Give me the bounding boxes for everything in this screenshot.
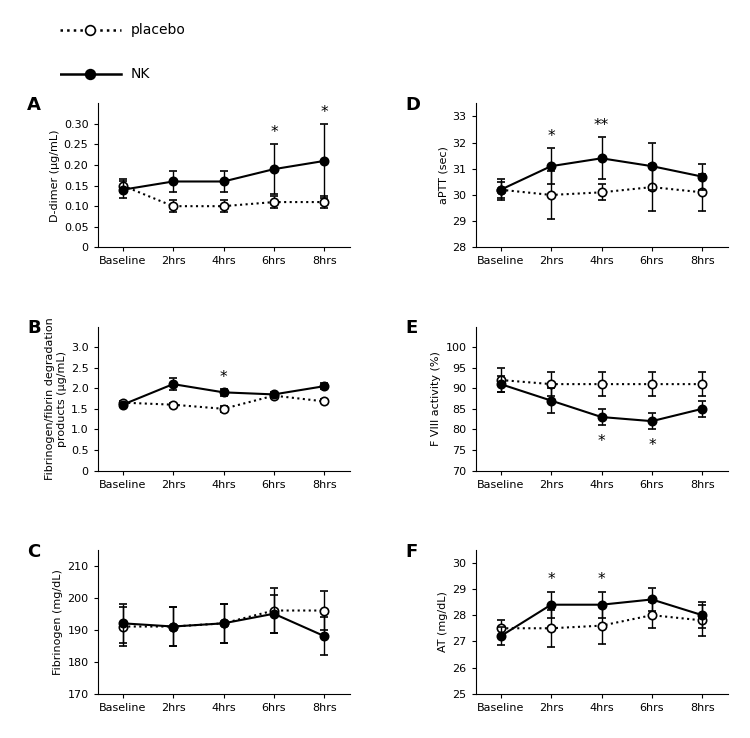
Text: *: * [320, 105, 328, 120]
Text: *: * [220, 370, 227, 384]
Text: B: B [27, 320, 40, 337]
Text: placebo: placebo [130, 23, 186, 36]
Text: *: * [548, 128, 555, 143]
Y-axis label: Fibrinogen/fibrin degradation
products (μg/mL): Fibrinogen/fibrin degradation products (… [45, 317, 67, 480]
Text: D: D [405, 96, 420, 114]
Text: F: F [405, 542, 417, 561]
Y-axis label: D-dimer (μg/mL): D-dimer (μg/mL) [50, 129, 59, 221]
Text: *: * [648, 438, 656, 453]
Text: NK: NK [130, 67, 150, 80]
Y-axis label: Fibrinogen (mg/dL): Fibrinogen (mg/dL) [53, 569, 63, 675]
Text: E: E [405, 320, 417, 337]
Y-axis label: AT (mg/dL): AT (mg/dL) [438, 591, 448, 652]
Text: A: A [27, 96, 40, 114]
Text: *: * [598, 572, 605, 587]
Text: *: * [598, 434, 605, 449]
Text: *: * [270, 125, 278, 140]
Y-axis label: aPTT (sec): aPTT (sec) [438, 146, 448, 204]
Text: **: ** [594, 118, 609, 133]
Text: *: * [548, 572, 555, 587]
Text: C: C [27, 542, 40, 561]
Y-axis label: F VIII activity (%): F VIII activity (%) [431, 351, 441, 446]
